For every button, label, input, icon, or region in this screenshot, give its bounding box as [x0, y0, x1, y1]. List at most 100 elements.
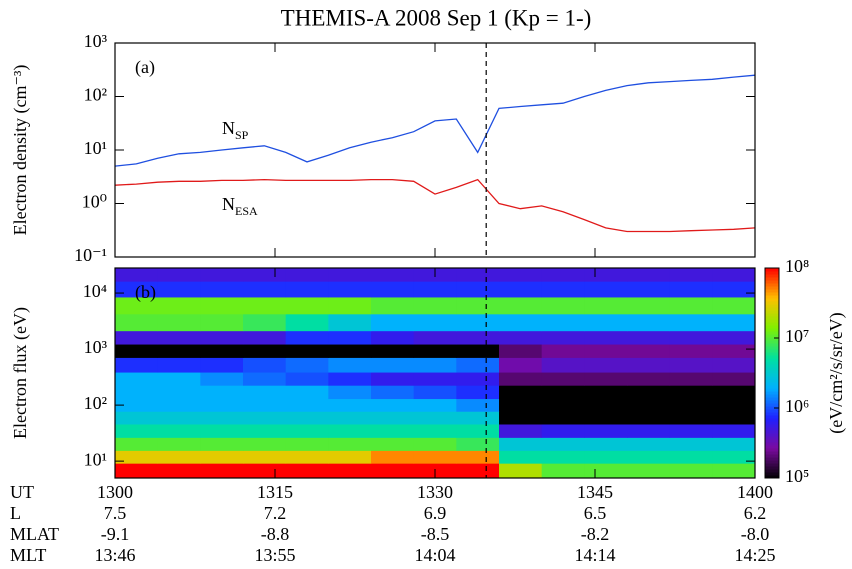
flux-cell — [456, 281, 500, 298]
flux-cell — [243, 313, 287, 332]
flux-cell — [285, 372, 329, 386]
flux-cell — [584, 372, 628, 386]
x-tick-label: 1300 — [97, 482, 133, 502]
colorbar-tick-label: 10⁵ — [785, 466, 809, 486]
plot-frame — [114, 42, 756, 258]
flux-cell — [413, 330, 457, 345]
ephemeris-value: 14:14 — [574, 545, 615, 565]
flux-cell — [456, 330, 500, 345]
y-tick-label: 10² — [84, 393, 107, 413]
flux-cell — [584, 357, 628, 373]
colorbar-swatch — [765, 427, 779, 431]
colorbar-frame — [764, 267, 780, 479]
flux-cell — [712, 385, 756, 400]
colorbar-swatch — [765, 292, 779, 296]
flux-cell — [413, 450, 457, 464]
colorbar-swatch — [765, 268, 779, 272]
colorbar-swatch — [765, 475, 779, 479]
flux-cell — [157, 385, 201, 400]
flux-cell — [669, 344, 713, 358]
colorbar-swatch — [765, 277, 779, 281]
flux-cell — [200, 398, 244, 412]
ephemeris-value: 6.2 — [744, 503, 767, 523]
colorbar-swatch — [765, 289, 779, 293]
flux-cell — [243, 372, 287, 386]
flux-cell — [541, 398, 585, 412]
colorbar-swatch — [765, 271, 779, 275]
colorbar-swatch — [765, 367, 779, 371]
flux-cell — [115, 313, 159, 332]
flux-cell — [627, 450, 671, 464]
flux-cell — [285, 424, 329, 438]
flux-cell — [371, 357, 415, 373]
flux-cell — [157, 330, 201, 345]
flux-cell — [243, 297, 287, 315]
flux-cell — [200, 297, 244, 315]
colorbar-swatch — [765, 430, 779, 434]
colorbar-swatch — [765, 406, 779, 410]
flux-cell — [243, 330, 287, 345]
ephemeris-value: -8.8 — [261, 524, 290, 544]
colorbar-swatch — [765, 397, 779, 401]
flux-cell — [499, 281, 543, 298]
colorbar-swatch — [765, 286, 779, 290]
flux-cell — [157, 463, 201, 479]
flux-cell — [627, 424, 671, 438]
colorbar-swatch — [765, 415, 779, 419]
flux-cell — [456, 411, 500, 425]
flux-cell — [669, 385, 713, 400]
flux-cell — [669, 372, 713, 386]
flux-cell — [541, 281, 585, 298]
ephemeris-value: -8.5 — [421, 524, 450, 544]
flux-cell — [669, 437, 713, 451]
flux-cell — [157, 313, 201, 332]
flux-cell — [627, 385, 671, 400]
flux-cell — [285, 268, 329, 282]
flux-cell — [669, 424, 713, 438]
flux-cell — [328, 268, 372, 282]
colorbar-swatch — [765, 382, 779, 386]
ephemeris-value: -8.2 — [581, 524, 610, 544]
flux-cell — [371, 313, 415, 332]
flux-cell — [328, 437, 372, 451]
flux-cell — [200, 313, 244, 332]
colorbar-swatch — [765, 343, 779, 347]
colorbar-swatch — [765, 313, 779, 317]
colorbar-tick-label: 10⁸ — [785, 256, 809, 276]
flux-cell — [584, 268, 628, 282]
flux-cell — [285, 330, 329, 345]
flux-cell — [712, 463, 756, 479]
flux-cell — [200, 281, 244, 298]
flux-cell — [712, 281, 756, 298]
flux-cell — [669, 330, 713, 345]
x-tick-label: 1345 — [577, 482, 613, 502]
flux-cell — [499, 297, 543, 315]
colorbar-swatch — [765, 301, 779, 305]
colorbar-swatch — [765, 349, 779, 353]
flux-cell — [413, 385, 457, 400]
flux-cell — [499, 268, 543, 282]
flux-cell — [669, 463, 713, 479]
colorbar-swatch — [765, 403, 779, 407]
flux-cell — [115, 268, 159, 282]
flux-cell — [456, 398, 500, 412]
flux-cell — [499, 424, 543, 438]
series-name: N — [222, 118, 235, 138]
colorbar-swatch — [765, 352, 779, 356]
colorbar-swatch — [765, 418, 779, 422]
flux-cell — [115, 385, 159, 400]
colorbar-swatch — [765, 469, 779, 473]
flux-cell — [328, 424, 372, 438]
flux-cell — [584, 385, 628, 400]
flux-cell — [328, 281, 372, 298]
ephemeris-value: 7.2 — [264, 503, 287, 523]
x-tick-label: 1315 — [257, 482, 293, 502]
flux-cell — [328, 344, 372, 358]
flux-cell — [584, 281, 628, 298]
flux-cell — [243, 268, 287, 282]
series-subscript: SP — [235, 128, 249, 142]
flux-cell — [328, 385, 372, 400]
flux-cell — [541, 463, 585, 479]
flux-cell — [115, 424, 159, 438]
flux-cell — [712, 450, 756, 464]
